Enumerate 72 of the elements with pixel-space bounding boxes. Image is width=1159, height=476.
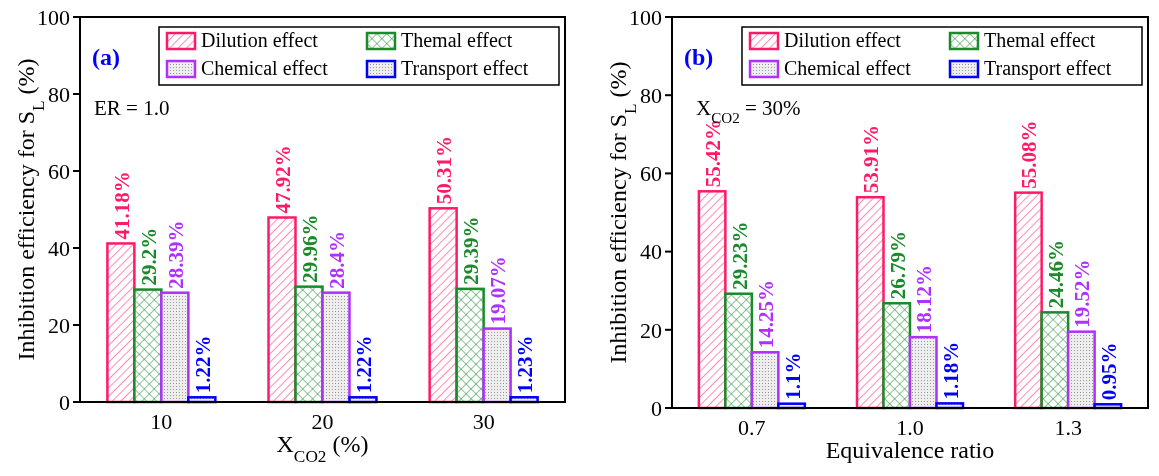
annotation: (a) <box>92 44 120 70</box>
bar <box>321 291 351 404</box>
y-tick-label: 20 <box>640 317 662 343</box>
y-tick-label: 100 <box>629 4 662 30</box>
data-label: 18.12% <box>912 264 937 334</box>
data-label: 29.39% <box>459 216 484 285</box>
y-tick-label: 20 <box>48 312 70 338</box>
bar <box>133 288 163 404</box>
annotation: ER = 1.0 <box>94 96 170 120</box>
data-label: 29.96% <box>298 214 323 283</box>
data-label: 24.46% <box>1043 240 1068 309</box>
x-tick-label: 10 <box>150 409 173 434</box>
data-label: 1.18% <box>938 341 963 400</box>
data-label: 19.07% <box>486 256 511 325</box>
bar <box>160 291 190 404</box>
bar <box>482 327 512 404</box>
bar <box>1013 191 1043 410</box>
bar <box>106 242 136 404</box>
y-tick-label: 60 <box>48 158 70 184</box>
data-label: 28.39% <box>163 220 188 289</box>
bar <box>908 335 938 410</box>
data-label: 14.25% <box>754 280 779 349</box>
bar <box>750 351 780 410</box>
y-tick-label: 80 <box>640 82 662 108</box>
data-label: 41.18% <box>109 171 134 240</box>
y-tick-label: 80 <box>48 81 70 107</box>
annotation: (b) <box>684 44 714 70</box>
y-tick-label: 40 <box>48 235 70 261</box>
y-tick-label: 0 <box>59 389 70 415</box>
data-label: 26.79% <box>885 231 910 300</box>
data-label: 1.22% <box>351 335 376 394</box>
legend-label: Chemical effect <box>201 57 329 79</box>
data-label: 53.91% <box>859 124 884 194</box>
legend-label: Chemical effect <box>784 57 912 79</box>
data-label: 0.95% <box>1096 342 1121 401</box>
data-label: 1.22% <box>190 335 215 394</box>
legend-label: Themal effect <box>401 29 513 51</box>
legend-label: Dilution effect <box>784 29 902 51</box>
data-label: 29.2% <box>136 227 161 286</box>
bar <box>1040 311 1070 410</box>
legend-label: Transport effect <box>984 57 1112 80</box>
bar <box>1066 330 1096 410</box>
bar <box>267 216 297 404</box>
y-tick-label: 60 <box>640 161 662 187</box>
data-label: 55.08% <box>1017 120 1042 189</box>
x-tick-label: 20 <box>311 409 334 434</box>
x-tick-label: 1.0 <box>896 415 924 440</box>
x-axis-title: X$_{CO2}$ (%) <box>276 431 369 466</box>
data-label: 1.23% <box>513 335 538 394</box>
legend-label: Dilution effect <box>201 29 319 51</box>
data-label: 47.92% <box>271 145 296 214</box>
data-label: 29.23% <box>727 221 752 290</box>
data-label: 28.4% <box>324 230 349 289</box>
x-axis-title: Equivalence ratio <box>825 437 995 463</box>
legend-label: Transport effect <box>401 57 529 80</box>
legend-label: Themal effect <box>984 29 1096 51</box>
data-label: 19.52% <box>1070 259 1095 328</box>
y-tick-label: 100 <box>37 4 70 30</box>
y-tick-label: 0 <box>651 395 662 421</box>
y-tick-label: 40 <box>640 239 662 265</box>
bar <box>724 292 754 410</box>
bar <box>882 302 912 410</box>
x-tick-label: 0.7 <box>738 415 766 440</box>
data-label: 50.31% <box>432 136 457 205</box>
bar <box>697 190 727 410</box>
bar <box>855 195 885 410</box>
data-label: 1.1% <box>780 352 805 400</box>
bar <box>455 287 485 404</box>
bar <box>428 207 458 404</box>
x-tick-label: 1.3 <box>1054 415 1082 440</box>
x-tick-label: 30 <box>472 409 495 434</box>
bar <box>294 285 324 404</box>
